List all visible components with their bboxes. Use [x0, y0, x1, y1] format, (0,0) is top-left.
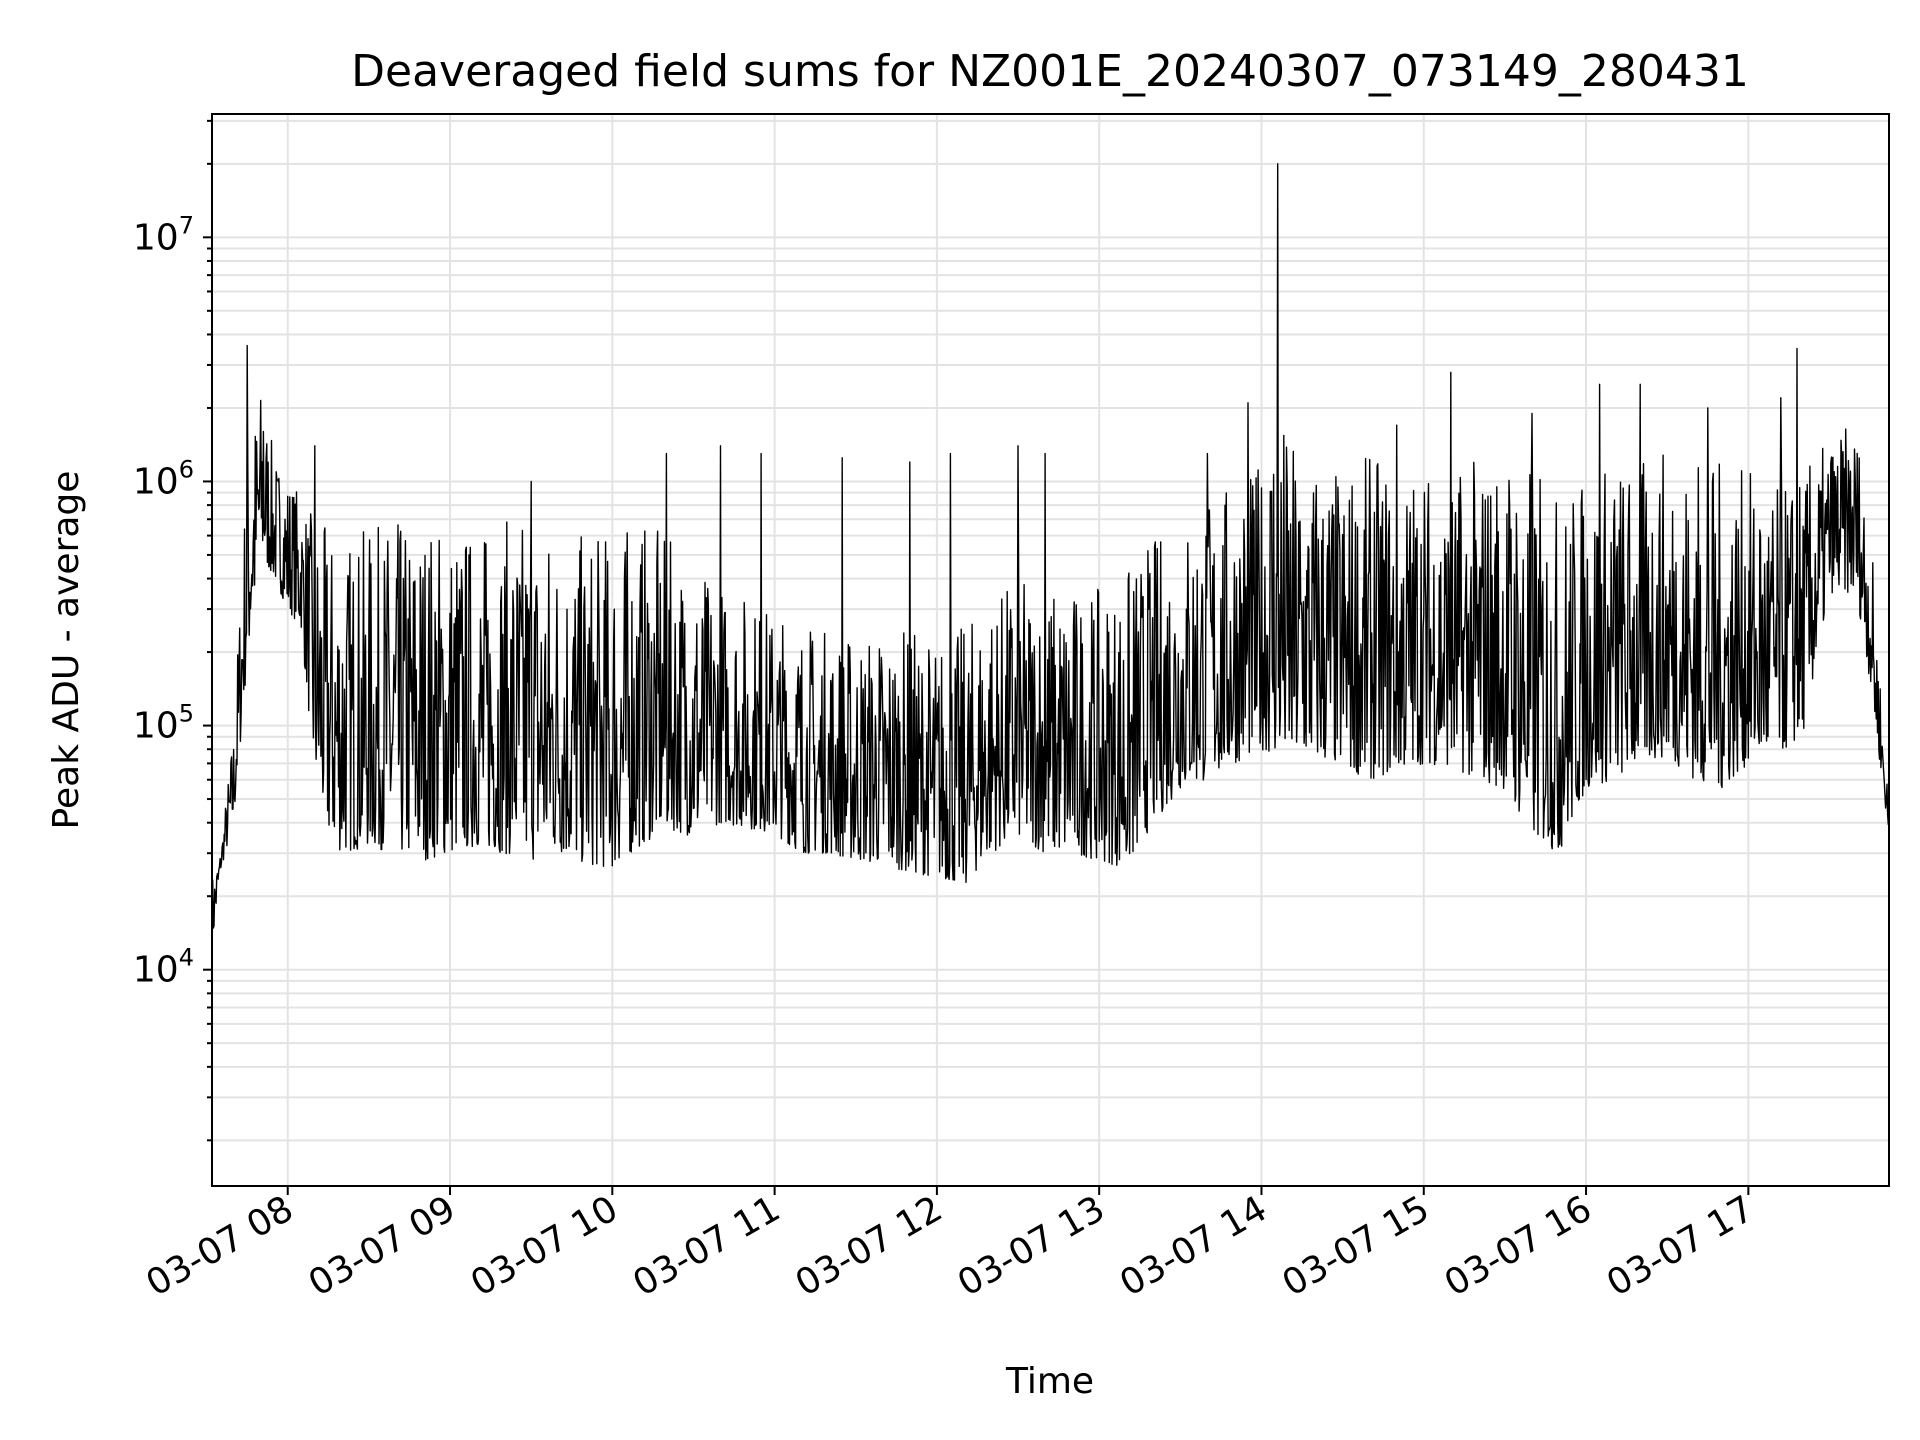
- y-tick-exponent: 4: [179, 944, 194, 972]
- y-tick-exponent: 5: [179, 700, 194, 728]
- y-tick-label: 106: [133, 455, 194, 502]
- x-axis-label: Time: [1005, 1361, 1094, 1402]
- series-group: [211, 163, 1890, 951]
- y-tick-exponent: 6: [179, 455, 194, 483]
- y-tick-base: 10: [133, 217, 179, 258]
- plot-frame: [211, 113, 1890, 1187]
- chart-title: Deaveraged field sums for NZ001E_2024030…: [351, 46, 1749, 97]
- grid: [212, 114, 1889, 1186]
- y-tick-label: 104: [133, 944, 194, 991]
- y-tick-label: 105: [133, 700, 194, 747]
- y-tick-base: 10: [133, 950, 179, 991]
- y-tick-label: 107: [133, 211, 194, 258]
- series-line: [211, 163, 1890, 951]
- y-tick-base: 10: [133, 706, 179, 747]
- y-tick-exponent: 7: [179, 211, 194, 239]
- y-tick-base: 10: [133, 461, 179, 502]
- y-axis-label: Peak ADU - average: [46, 471, 87, 830]
